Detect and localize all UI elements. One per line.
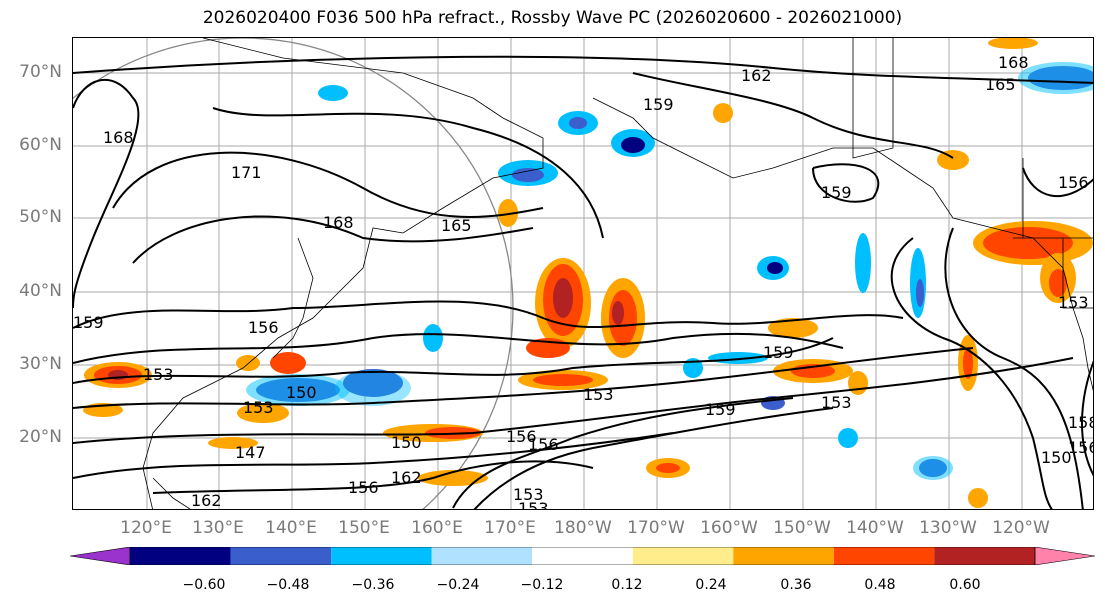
- colorbar-cell: [934, 547, 1035, 565]
- colorbar-extend-low: [70, 547, 131, 565]
- colorbar-cell: [833, 547, 935, 565]
- colorbar-tick-label: 0.60: [949, 577, 981, 593]
- contour-label: 156: [528, 435, 559, 454]
- colorbar-tick-label: −0.24: [436, 577, 480, 593]
- lon-label-180w: 180°W: [554, 518, 612, 538]
- contour-label: 168: [103, 128, 134, 147]
- contour-label: 162: [191, 491, 222, 510]
- lat-label-50n: 50°N: [19, 207, 62, 227]
- colorbar-border: [129, 547, 1036, 565]
- lon-label-160w: 160°W: [700, 518, 758, 538]
- contour-label: 159: [763, 343, 794, 362]
- lon-label-170w: 170°W: [627, 518, 685, 538]
- contour-label: 159: [643, 95, 674, 114]
- colorbar-tick-label: −0.60: [182, 577, 226, 593]
- colorbar: [70, 547, 1095, 565]
- contour-label: 159: [73, 313, 104, 332]
- contour-label: 156: [506, 427, 537, 446]
- lon-label-170e: 170°E: [484, 518, 536, 538]
- contour-label: 156: [1068, 438, 1094, 457]
- contour-label: 156: [1058, 173, 1089, 192]
- lat-label-70n: 70°N: [19, 62, 62, 82]
- colorbar-cell: [230, 547, 332, 565]
- contour-label: 150: [391, 433, 422, 452]
- contour-label: 153: [583, 385, 614, 404]
- contour-label: 165: [985, 75, 1016, 94]
- lon-label-150w: 150°W: [773, 518, 831, 538]
- height-contours: [73, 55, 1093, 509]
- map-canvas: 162 168 165 159 168 171 168 165 159 156 …: [73, 38, 1094, 510]
- colorbar-tick-label: −0.36: [351, 577, 395, 593]
- contour-label: 158: [1068, 413, 1094, 432]
- colorbar-tick-label: −0.12: [520, 577, 564, 593]
- contour-label: 159: [705, 400, 736, 419]
- colorbar-cell: [130, 547, 231, 565]
- lon-label-140e: 140°E: [265, 518, 317, 538]
- map-panel[interactable]: 162 168 165 159 168 171 168 165 159 156 …: [72, 37, 1094, 510]
- contour-label: 153: [821, 393, 852, 412]
- colorbar-cell: [632, 547, 734, 565]
- lat-label-40n: 40°N: [19, 281, 62, 301]
- contour-label: 153: [243, 398, 274, 417]
- contour-label: 153: [513, 485, 544, 504]
- colorbar-cell: [331, 547, 432, 565]
- lon-label-130e: 130°E: [192, 518, 244, 538]
- lon-label-120w: 120°W: [992, 518, 1050, 538]
- lon-label-160e: 160°E: [411, 518, 463, 538]
- contour-label: 168: [323, 213, 354, 232]
- colorbar-tick-label: 0.36: [780, 577, 812, 593]
- colorbar-cell: [431, 547, 533, 565]
- contour-label: 156: [348, 478, 379, 497]
- contour-label: 153: [1058, 293, 1089, 312]
- lon-label-150e: 150°E: [338, 518, 390, 538]
- contour-label: 162: [741, 66, 772, 85]
- contour-labels: 162 168 165 159 168 171 168 165 159 156 …: [73, 53, 1094, 510]
- lon-label-120e: 120°E: [120, 518, 172, 538]
- contour-label: 153: [518, 499, 549, 510]
- colorbar-tick-label: 0.12: [611, 577, 643, 593]
- coastlines: [142, 38, 1093, 509]
- lon-label-140w: 140°W: [846, 518, 904, 538]
- contour-label: 153: [143, 365, 174, 384]
- contour-label: 171: [231, 163, 262, 182]
- colorbar-cell: [733, 547, 834, 565]
- colorbar-tick-label: 0.48: [864, 577, 896, 593]
- contour-label: 159: [821, 183, 852, 202]
- contour-label: 156: [248, 318, 279, 337]
- colorbar-extend-high: [1034, 547, 1095, 565]
- colorbar-tick-label: 0.24: [695, 577, 727, 593]
- contour-label: 150: [1041, 448, 1072, 467]
- contour-label: 162: [391, 468, 422, 487]
- contour-label: 147: [235, 443, 266, 462]
- colorbar-cell: [532, 547, 633, 565]
- lon-label-130w: 130°W: [919, 518, 977, 538]
- contour-label: 150: [286, 383, 317, 402]
- contour-label: 165: [441, 216, 472, 235]
- colorbar-tick-label: −0.48: [266, 577, 310, 593]
- map-title: 2026020400 F036 500 hPa refract., Rossby…: [202, 8, 903, 28]
- lat-label-30n: 30°N: [19, 354, 62, 374]
- contour-label: 168: [998, 53, 1029, 72]
- lat-label-20n: 20°N: [19, 427, 62, 447]
- lat-label-60n: 60°N: [19, 135, 62, 155]
